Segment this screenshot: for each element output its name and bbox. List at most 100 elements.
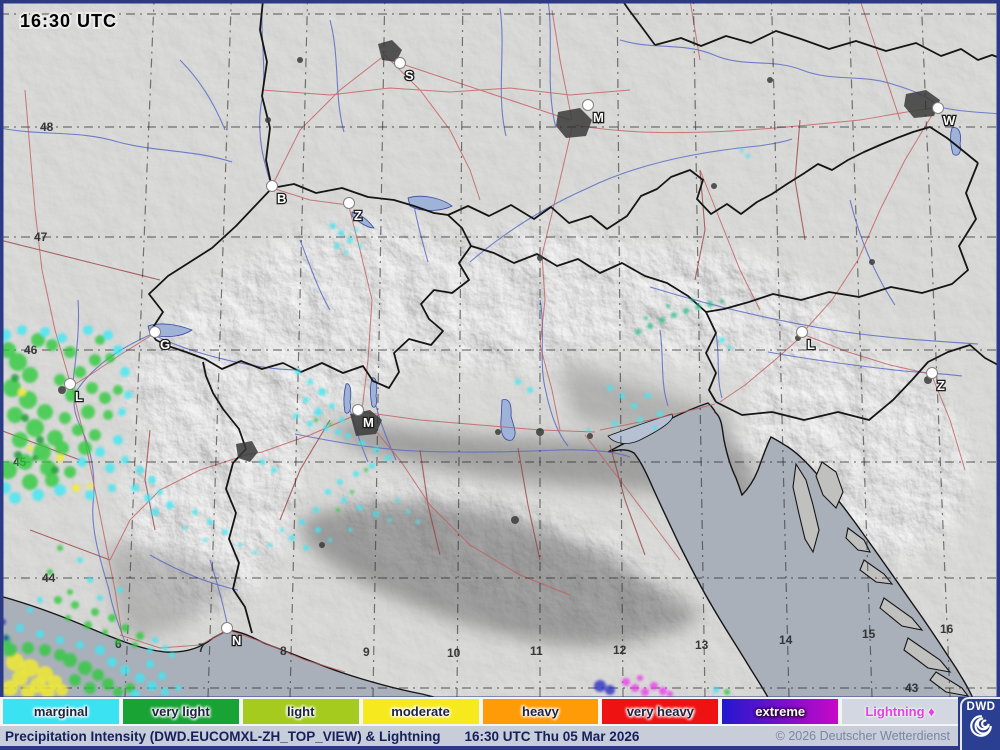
precip-cell: [586, 428, 590, 432]
precip-cell: [36, 436, 44, 444]
map-frame-border: [0, 0, 1000, 697]
city-marker-dot: [796, 326, 808, 338]
precip-cell: [622, 678, 630, 686]
precip-cell: [130, 690, 140, 697]
longitude-line: [124, 0, 155, 697]
precip-cell: [313, 507, 319, 513]
city-marker-label: Z: [354, 208, 362, 223]
precip-cell: [103, 410, 113, 420]
precip-cell: [32, 489, 44, 501]
precip-cell: [147, 647, 153, 653]
city-markers-layer: S M W B Z G L M N L Z: [64, 57, 957, 649]
precip-cell: [9, 492, 21, 504]
precip-cell: [299, 519, 305, 525]
precip-cell: [671, 312, 677, 318]
precip-cell: [37, 404, 53, 420]
precip-cell: [89, 429, 101, 441]
precip-cell: [373, 511, 379, 517]
precip-cell: [97, 595, 103, 601]
latitude-label: 43: [905, 681, 919, 695]
precip-cell: [12, 432, 28, 448]
precip-cell: [323, 425, 329, 431]
precip-cell: [65, 615, 71, 621]
precip-cell: [54, 484, 66, 496]
precip-cell: [339, 417, 345, 423]
precip-cell: [318, 388, 326, 396]
precip-cell: [27, 445, 33, 451]
city-marker-label: L: [75, 389, 83, 404]
precip-cell: [527, 387, 533, 393]
precip-cell: [91, 608, 99, 616]
precip-cell: [57, 545, 63, 551]
longitude-line: [289, 0, 309, 697]
precip-cell: [607, 385, 613, 391]
precip-cell: [85, 490, 95, 500]
precip-cell: [338, 230, 344, 236]
precip-cell: [136, 466, 144, 474]
precip-cell: [105, 463, 115, 473]
precip-cell: [12, 670, 28, 686]
sea-layer: [0, 402, 974, 697]
precip-cell: [84, 621, 92, 629]
precip-cell: [63, 653, 77, 667]
precip-cell: [641, 688, 649, 696]
precip-cell: [253, 550, 257, 554]
precip-cell: [21, 685, 35, 697]
longitude-line: [848, 0, 873, 697]
timestamp-overlay: 16:30 UTC: [20, 11, 117, 31]
precip-cell: [113, 345, 123, 355]
latitude-label: 44: [42, 571, 56, 585]
precip-cell: [69, 674, 81, 686]
legend-item-label: Lightning ♦: [865, 704, 935, 719]
precip-cell: [113, 385, 123, 395]
precip-cell: [115, 639, 121, 645]
venice-lagoon: [607, 413, 673, 444]
precip-cell: [146, 660, 154, 668]
precip-cell: [330, 223, 336, 229]
precip-cell: [0, 342, 16, 358]
precip-cell: [17, 325, 27, 335]
precip-cell: [644, 316, 648, 320]
city-marker-label: S: [405, 68, 414, 83]
precip-cell: [659, 687, 667, 695]
legend-bar: marginal very light light moderate heavy very…: [0, 697, 958, 726]
precip-cell: [653, 426, 657, 430]
precip-cell: [136, 632, 144, 640]
precip-cell: [347, 237, 353, 243]
precip-cell: [328, 538, 332, 542]
precip-cell: [65, 388, 79, 402]
longitude-label: 11: [530, 644, 543, 658]
precip-cell: [67, 589, 73, 595]
precip-cell: [78, 661, 92, 675]
legend-item-label: marginal: [33, 704, 89, 719]
city-marker-dot: [926, 367, 938, 379]
precip-cell: [647, 323, 653, 329]
precip-cell: [2, 680, 18, 696]
city-marker-label: M: [363, 415, 374, 430]
precip-cell: [95, 645, 105, 655]
precip-cell: [54, 649, 66, 661]
city-marker-dot: [932, 102, 944, 114]
precip-cell: [192, 509, 198, 515]
precip-cell: [120, 367, 130, 377]
precip-cell: [388, 518, 392, 522]
legend-item-heavy: heavy: [482, 699, 599, 724]
precip-cell: [325, 489, 331, 495]
precip-cell: [17, 454, 33, 470]
precip-cell: [303, 397, 309, 403]
precip-cell: [54, 596, 62, 604]
city-marker-label: Z: [937, 378, 945, 393]
precip-cell: [55, 441, 69, 455]
precip-cell: [87, 577, 93, 583]
longitude-label: 16: [940, 622, 954, 636]
precip-cell: [157, 489, 163, 495]
precip-cell: [707, 301, 713, 307]
precipitation-layer: [0, 148, 750, 697]
precip-cell: [619, 393, 625, 399]
precip-cell: [77, 457, 87, 467]
precip-cell: [359, 440, 365, 446]
precip-cell: [71, 601, 79, 609]
precip-cell: [51, 466, 59, 474]
legend-item-label: moderate: [391, 704, 450, 719]
